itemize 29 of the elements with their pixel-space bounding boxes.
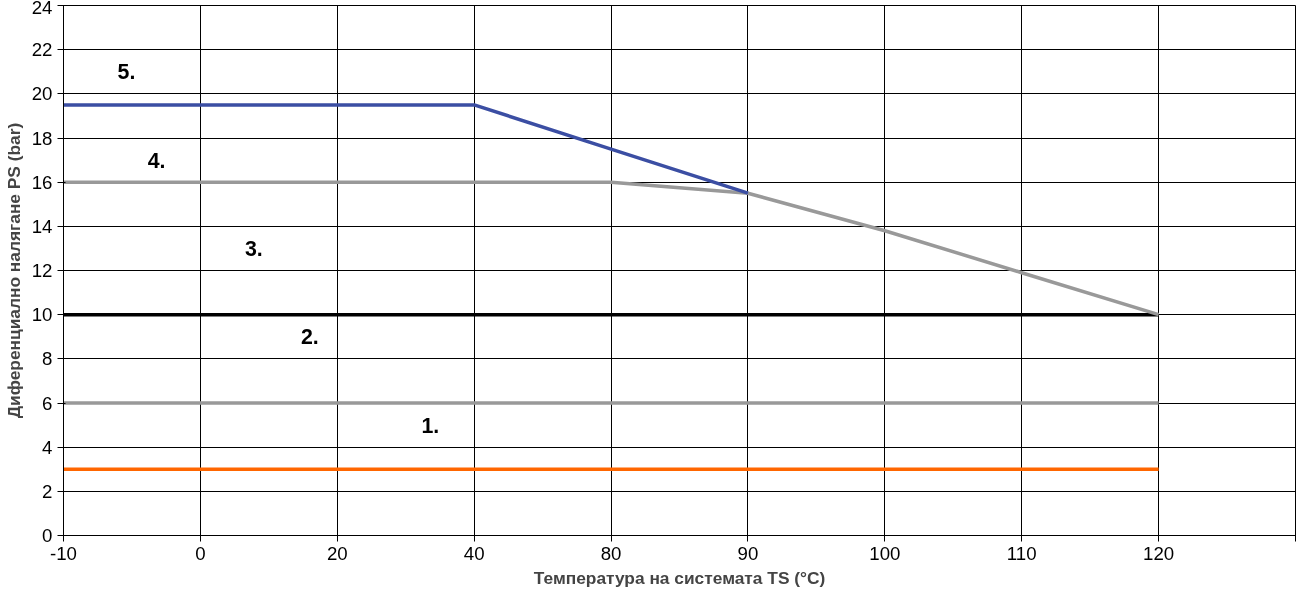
x-tick-label: 110 (1006, 542, 1037, 564)
y-tick-label: 6 (42, 392, 53, 414)
annotation: 2. (301, 325, 319, 350)
x-tick-label: 90 (737, 542, 759, 564)
x-tick-label: 40 (463, 542, 485, 564)
x-tick-label: 120 (1143, 542, 1175, 564)
x-axis-title: Температура на системата TS (°C) (533, 567, 826, 588)
y-tick-label: 24 (31, 0, 53, 18)
y-tick-label: 12 (31, 260, 53, 281)
y-tick-label: 18 (31, 127, 53, 149)
x-tick-label: -10 (50, 542, 77, 564)
y-axis-title: Диференциално налягане PS (bar) (3, 122, 24, 419)
y-tick-label: 10 (31, 304, 53, 326)
y-tick-label: 14 (31, 215, 53, 237)
x-tick-label: 20 (326, 542, 348, 564)
y-tick-label: 4 (42, 436, 53, 458)
annotation: 4. (147, 148, 166, 173)
x-tick-label: 0 (195, 542, 206, 564)
y-tick-label: 0 (42, 525, 53, 546)
y-tick-label: 16 (31, 171, 53, 193)
x-tick-label: 80 (600, 542, 622, 564)
y-tick-label: 2 (42, 480, 53, 502)
annotation: 5. (117, 60, 136, 85)
annotation: 1. (421, 413, 440, 438)
annotation: 3. (244, 236, 263, 261)
x-tick-label: 100 (869, 542, 901, 564)
y-tick-label: 20 (31, 83, 53, 105)
y-tick-label: 22 (31, 39, 53, 61)
y-tick-label: 8 (42, 348, 53, 370)
